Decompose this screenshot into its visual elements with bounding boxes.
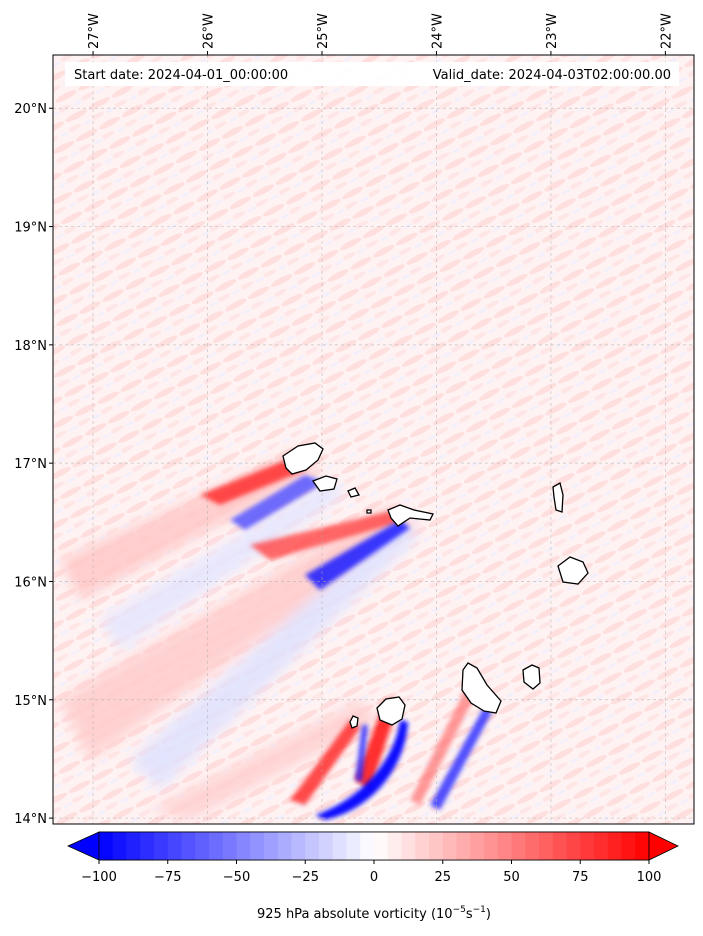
colorbar-band xyxy=(607,832,622,860)
colorbar-band xyxy=(470,832,485,860)
lat-tick-label: 18°N xyxy=(14,339,47,354)
colorbar-band xyxy=(539,832,554,860)
colorbar-band xyxy=(236,832,251,860)
colorbar-tick-label: −50 xyxy=(223,870,250,885)
colorbar-tick-label: 25 xyxy=(434,870,451,885)
colorbar-band xyxy=(401,832,416,860)
island-santa-luzia xyxy=(347,487,360,498)
colorbar-band xyxy=(415,832,430,860)
vorticity-field xyxy=(53,55,694,824)
colorbar-tick-label: −25 xyxy=(292,870,319,885)
colorbar-tick-label: 50 xyxy=(503,870,520,885)
colorbar-band xyxy=(552,832,567,860)
colorbar-tick-label: −75 xyxy=(154,870,181,885)
map-panel: 27°W 26°W 25°W 24°W 23°W 22°W 20°N 19°N 18°N 17°… xyxy=(14,13,695,827)
island-maio xyxy=(522,664,541,690)
colorbar-band xyxy=(580,832,595,860)
date-header: Start date: 2024-04-01_00:00:00 Valid_da… xyxy=(65,62,679,86)
colorbar-band xyxy=(181,832,196,860)
lat-tick-label: 14°N xyxy=(14,812,47,827)
island-fogo xyxy=(376,696,406,726)
lat-tick-label: 15°N xyxy=(14,694,47,709)
island-santiago xyxy=(461,662,502,714)
colorbar-band xyxy=(621,832,636,860)
valid-date-text: Valid_date: 2024-04-03T02:00:00.00 xyxy=(433,68,671,83)
colorbar-label-mid: s xyxy=(466,907,473,922)
colorbar-band xyxy=(319,832,334,860)
colorbar-tick-label: −100 xyxy=(81,870,117,885)
colorbar-band xyxy=(222,832,237,860)
lat-tick-label: 16°N xyxy=(14,575,47,590)
island-boa-vista xyxy=(557,556,589,585)
colorbar-label-exp1: −5 xyxy=(453,905,466,915)
colorbar-band xyxy=(429,832,444,860)
lon-tick-label: 23°W xyxy=(545,13,560,49)
colorbar-band xyxy=(99,832,114,860)
colorbar-band xyxy=(154,832,169,860)
colorbar-ticks: −100 −75 −50 −25 0 25 50 75 100 xyxy=(81,860,661,885)
longitude-ticks: 27°W 26°W 25°W 24°W 23°W 22°W xyxy=(87,13,674,55)
colorbar-band xyxy=(209,832,224,860)
colorbar-band xyxy=(140,832,155,860)
latitude-ticks: 20°N 19°N 18°N 17°N 16°N 15°N 14°N xyxy=(14,102,53,827)
colorbar-band xyxy=(484,832,499,860)
colorbar-band xyxy=(112,832,127,860)
map-gridlines xyxy=(53,55,694,824)
colorbar-band xyxy=(167,832,182,860)
colorbar-band xyxy=(456,832,471,860)
lon-tick-label: 24°W xyxy=(430,13,445,49)
colorbar-band xyxy=(332,832,347,860)
lon-tick-label: 22°W xyxy=(659,13,674,49)
lat-tick-label: 19°N xyxy=(14,221,47,236)
island-sao-nicolau xyxy=(387,504,434,527)
date-header-background xyxy=(65,62,679,86)
colorbar-band xyxy=(374,832,389,860)
colorbar-band xyxy=(264,832,279,860)
lon-tick-label: 26°W xyxy=(202,13,217,49)
colorbar-band xyxy=(635,832,650,860)
lat-tick-label: 20°N xyxy=(14,102,47,117)
colorbar-band xyxy=(291,832,306,860)
colorbar-label-end: ) xyxy=(486,907,491,922)
island-sao-vicente xyxy=(311,475,338,492)
island-santo-antao xyxy=(282,442,324,475)
colorbar-band xyxy=(497,832,512,860)
colorbar-label: 925 hPa absolute vorticity (10−5s−1) xyxy=(257,905,491,922)
colorbar-band xyxy=(305,832,320,860)
colorbar-label-main: 925 hPa absolute vorticity (10 xyxy=(257,907,453,922)
colorbar-band xyxy=(126,832,141,860)
colorbar: −100 −75 −50 −25 0 25 50 75 100 925 hPa absolute… xyxy=(67,831,679,922)
colorbar-band xyxy=(277,832,292,860)
colorbar-band xyxy=(387,832,402,860)
colorbar-label-exp2: −1 xyxy=(473,905,486,915)
lon-tick-label: 27°W xyxy=(87,13,102,49)
lat-tick-label: 17°N xyxy=(14,457,47,472)
colorbar-band xyxy=(566,832,581,860)
island-brava xyxy=(349,715,359,729)
colorbar-band xyxy=(511,832,526,860)
colorbar-band xyxy=(195,832,210,860)
lon-tick-label: 25°W xyxy=(316,13,331,49)
colorbar-bands xyxy=(98,831,650,861)
colorbar-band xyxy=(442,832,457,860)
colorbar-extend-min xyxy=(67,831,100,861)
colorbar-band xyxy=(346,832,361,860)
colorbar-band xyxy=(594,832,609,860)
island-ilheu xyxy=(366,509,372,514)
colorbar-extend-max xyxy=(648,831,679,861)
colorbar-band xyxy=(250,832,265,860)
colorbar-band xyxy=(360,832,375,860)
map-frame xyxy=(52,54,695,825)
colorbar-tick-label: 0 xyxy=(370,870,378,885)
islands-layer xyxy=(282,442,589,729)
start-date-text: Start date: 2024-04-01_00:00:00 xyxy=(74,68,288,83)
island-sal xyxy=(552,482,564,513)
colorbar-tick-label: 75 xyxy=(572,870,589,885)
colorbar-band xyxy=(525,832,540,860)
colorbar-tick-label: 100 xyxy=(637,870,662,885)
